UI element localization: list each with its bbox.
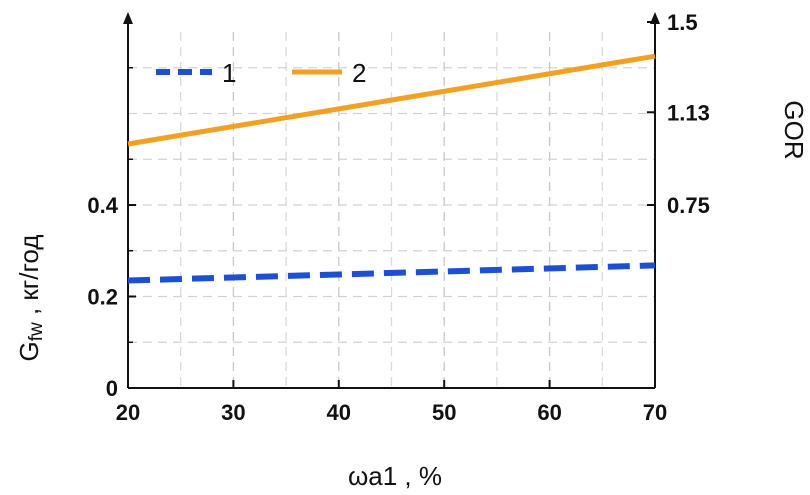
x-tick-label: 50 (432, 400, 456, 425)
legend: 1 2 (156, 58, 366, 88)
x-tick-label: 60 (537, 400, 561, 425)
x-axis-title: ωa1 , % (348, 461, 442, 491)
right-y-axis-title: GOR (779, 100, 809, 159)
x-tick-label: 20 (116, 400, 140, 425)
left-y-tick-label: 0.2 (87, 285, 118, 310)
series-2-line (127, 53, 656, 147)
left-y-tick-label: 0 (106, 376, 118, 401)
grid (128, 32, 655, 388)
right-y-tick-label: 0.75 (667, 193, 710, 218)
left-y-axis-title: Gfw , кг/год (14, 235, 47, 362)
right-y-tick-label: 1.5 (667, 10, 698, 35)
x-tick-label: 30 (221, 400, 245, 425)
left-y-title-sub: fw (26, 322, 47, 341)
left-y-title-rest: , кг/год (14, 235, 44, 323)
legend-label-1: 1 (222, 58, 236, 88)
tick-labels: 20 30 40 50 60 70 0 0.2 0.4 0.75 1.13 1.5 (87, 10, 709, 425)
x-tick-label: 40 (327, 400, 351, 425)
left-y-axis-arrow (123, 12, 133, 24)
left-y-title-main: G (14, 341, 44, 361)
series-1-line (127, 262, 656, 284)
svg-text:GOR: GOR (779, 100, 809, 159)
right-y-tick-label: 1.13 (667, 100, 710, 125)
svg-text:Gfw , кг/год: Gfw , кг/год (14, 235, 47, 362)
x-tick-label: 70 (643, 400, 667, 425)
legend-label-2: 2 (352, 58, 366, 88)
left-y-tick-label: 0.4 (87, 193, 118, 218)
series (127, 53, 656, 284)
